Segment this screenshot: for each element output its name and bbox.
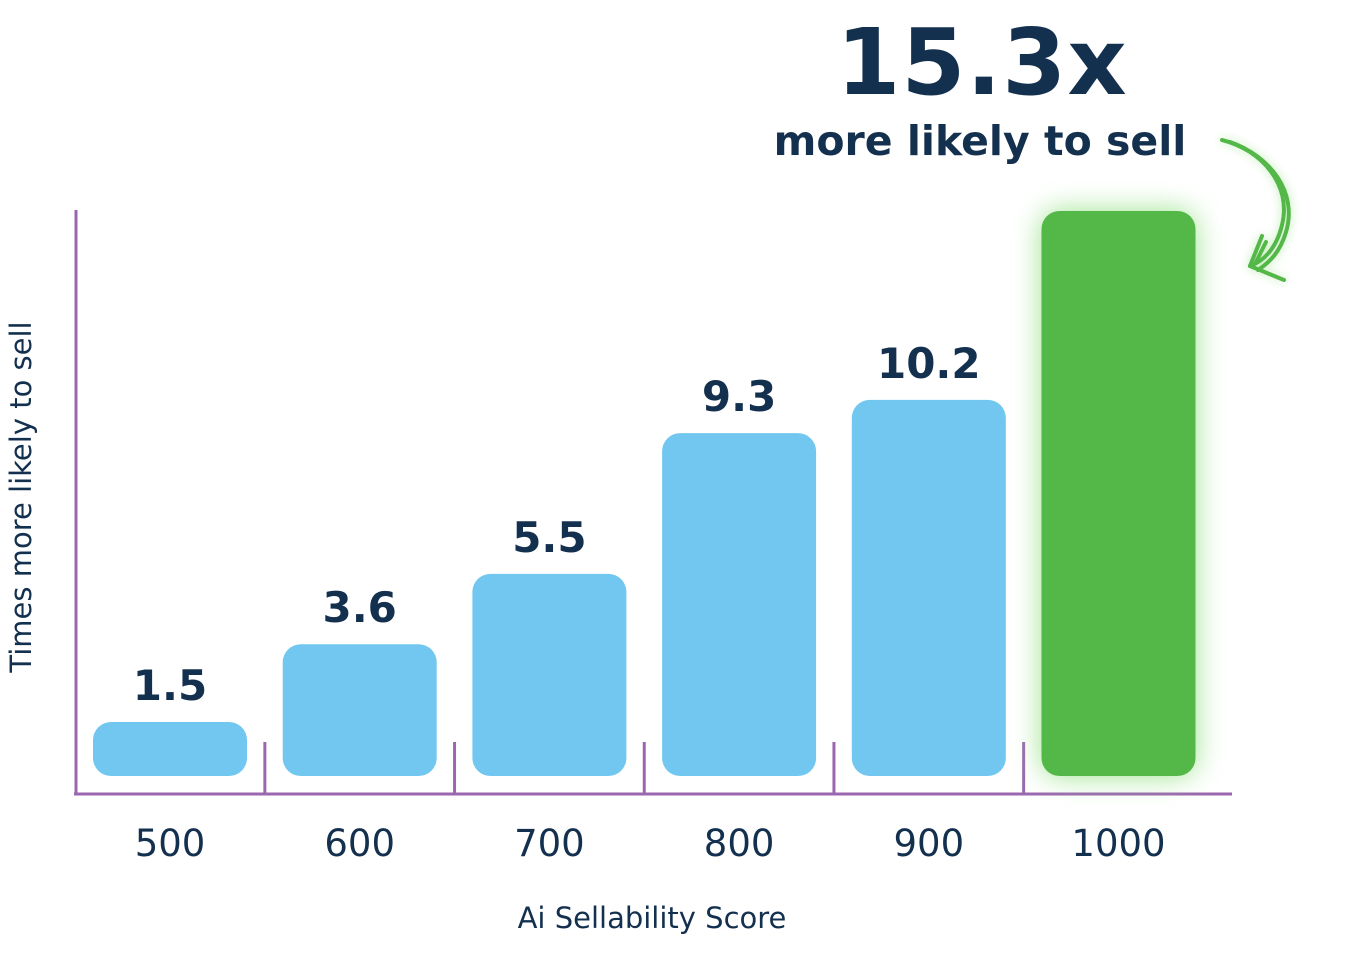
- bar-highlight: [1041, 211, 1196, 776]
- x-tick-label: 1000: [1071, 822, 1165, 865]
- x-tick-label: 500: [135, 822, 206, 865]
- data-label: 3.6: [322, 583, 396, 632]
- bar: [472, 573, 627, 776]
- x-tick-label: 700: [514, 822, 585, 865]
- x-tick-label: 600: [324, 822, 395, 865]
- curved-arrow-icon: [1220, 138, 1291, 282]
- data-label: 1.5: [133, 661, 207, 710]
- bar: [851, 399, 1006, 776]
- bar: [93, 722, 247, 776]
- headline-caption: more likely to sell: [774, 117, 1187, 165]
- headline-value: 15.3x: [836, 9, 1127, 116]
- x-axis-title: Ai Sellability Score: [518, 901, 787, 935]
- bar: [282, 644, 437, 776]
- data-label: 10.2: [877, 339, 981, 388]
- y-axis-title: Times more likely to sell: [4, 321, 38, 673]
- data-label: 9.3: [702, 372, 776, 421]
- bar: [662, 433, 817, 776]
- data-label: 5.5: [512, 513, 586, 562]
- x-tick-label: 900: [893, 822, 964, 865]
- x-tick-label: 800: [704, 822, 775, 865]
